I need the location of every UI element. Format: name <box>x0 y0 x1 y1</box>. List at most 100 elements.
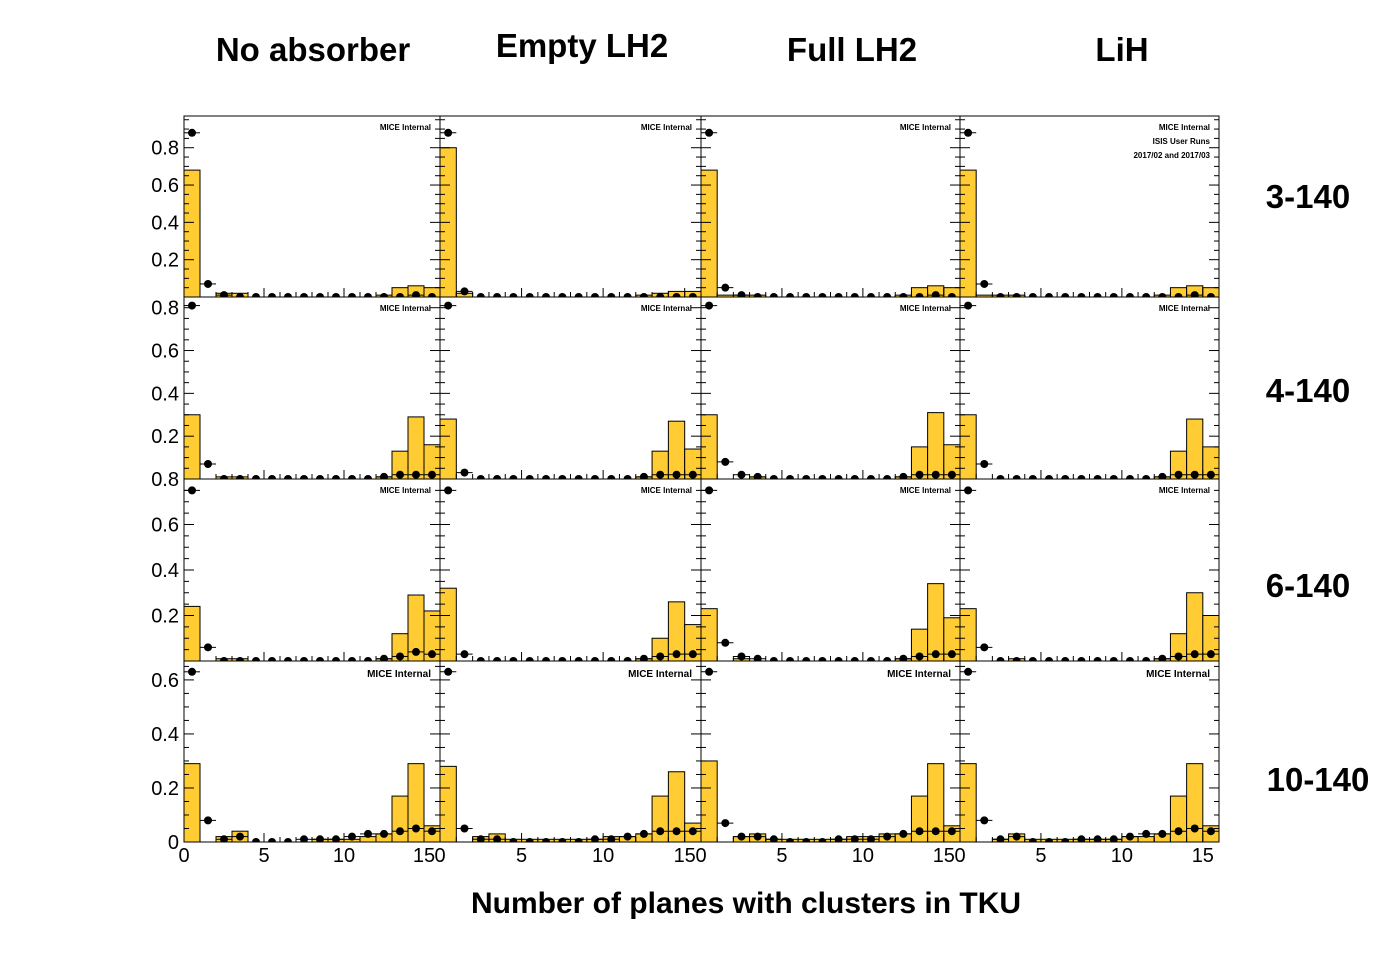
histogram-bar <box>440 418 457 479</box>
data-point <box>574 293 583 297</box>
data-point <box>493 835 502 842</box>
data-point <box>802 475 811 479</box>
data-point <box>525 293 534 297</box>
data-point <box>1028 657 1037 661</box>
mice-internal-label: MICE Internal <box>900 123 951 132</box>
data-point <box>1012 657 1021 661</box>
y-tick-label: 0.4 <box>151 560 179 582</box>
data-point <box>883 832 892 841</box>
data-point <box>1125 293 1134 297</box>
data-point <box>688 293 697 297</box>
column-title-empty-lh2: Empty LH2 <box>496 27 668 64</box>
data-point <box>220 475 228 479</box>
data-point <box>980 279 989 288</box>
data-point <box>1028 838 1037 842</box>
data-point <box>332 835 340 842</box>
data-point <box>396 293 404 297</box>
data-point <box>1045 657 1054 661</box>
data-point <box>818 657 827 661</box>
data-point <box>558 838 567 842</box>
data-point <box>947 827 956 836</box>
data-point <box>656 652 665 661</box>
data-point <box>1158 293 1167 297</box>
data-point <box>1012 293 1021 297</box>
x-tick-label: 0 <box>434 845 445 867</box>
data-point <box>818 475 827 479</box>
data-point <box>737 470 746 479</box>
data-point <box>931 650 940 659</box>
panel-plot-area <box>960 486 1219 661</box>
data-point <box>284 838 292 842</box>
panel-frame <box>439 478 702 662</box>
data-point <box>558 657 567 661</box>
data-point <box>850 475 859 479</box>
data-point <box>428 827 436 836</box>
histogram-bar <box>423 444 440 479</box>
panel-no-absorber-6-140: MICE Internal <box>183 478 441 662</box>
data-point <box>412 291 420 297</box>
row-label-3-140: 3-140 <box>1266 178 1350 215</box>
y-tick-label: 0 <box>168 832 179 854</box>
data-point <box>396 827 404 836</box>
histogram-bar <box>960 608 977 661</box>
data-point <box>964 667 973 676</box>
histogram-bar <box>701 414 718 479</box>
data-point <box>444 667 453 676</box>
histogram-bar <box>407 416 425 479</box>
column-title-lih: LiH <box>1095 31 1148 68</box>
data-point <box>252 657 260 661</box>
data-point <box>1045 838 1054 842</box>
data-point <box>542 657 551 661</box>
data-point <box>996 657 1005 661</box>
data-point <box>996 293 1005 297</box>
data-point <box>1174 827 1183 836</box>
data-point <box>252 838 260 842</box>
data-point <box>721 638 730 647</box>
data-point <box>493 475 502 479</box>
data-point <box>509 475 518 479</box>
data-point <box>753 293 762 297</box>
data-point <box>883 657 892 661</box>
data-point <box>947 650 956 659</box>
data-point <box>883 293 892 297</box>
data-point <box>268 293 276 297</box>
data-point <box>850 657 859 661</box>
data-point <box>672 293 681 297</box>
row-label-4-140: 4-140 <box>1266 372 1350 409</box>
data-point <box>428 650 436 659</box>
data-point <box>753 832 762 841</box>
histogram-bar <box>407 763 425 842</box>
data-point <box>623 657 632 661</box>
data-point <box>574 475 583 479</box>
data-point <box>850 293 859 297</box>
x-tick-label: 15 <box>674 845 696 867</box>
data-point <box>705 301 714 310</box>
data-point <box>850 835 859 842</box>
data-point <box>348 475 356 479</box>
histogram-bar <box>184 763 201 842</box>
data-point <box>639 472 648 479</box>
data-point <box>380 829 388 838</box>
data-point <box>332 657 340 661</box>
data-point <box>672 827 681 836</box>
row-label-10-140: 10-140 <box>1267 761 1370 798</box>
mice-internal-label: MICE Internal <box>1146 669 1210 680</box>
data-point <box>721 283 730 292</box>
data-point <box>1028 475 1037 479</box>
data-point <box>656 827 665 836</box>
data-point <box>818 838 827 842</box>
data-point <box>348 293 356 297</box>
data-point <box>980 816 989 825</box>
data-point <box>1109 293 1118 297</box>
data-point <box>1190 824 1199 833</box>
data-point <box>220 835 228 842</box>
mice-internal-label: MICE Internal <box>641 486 692 495</box>
data-point <box>460 650 469 659</box>
data-point <box>236 475 244 479</box>
data-point <box>1125 657 1134 661</box>
x-tick-label: 15 <box>1192 845 1214 867</box>
panel-empty-lh2-10-140: MICE Internal 0 5 10 15 <box>434 660 702 867</box>
data-point <box>1093 657 1102 661</box>
data-point <box>1093 293 1102 297</box>
panel-plot-area <box>701 301 960 479</box>
